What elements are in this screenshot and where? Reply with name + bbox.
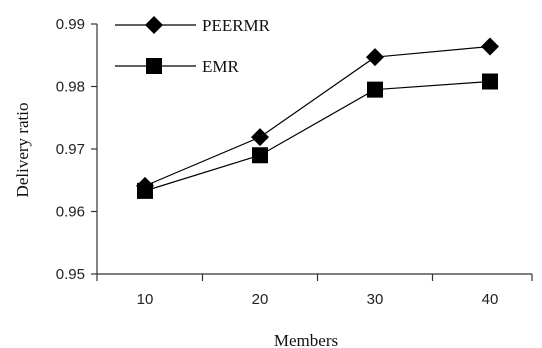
y-tick-label: 0.95 xyxy=(56,266,85,283)
data-point-emr xyxy=(482,73,498,90)
data-point-peermr xyxy=(481,37,499,56)
x-tick-label: 10 xyxy=(137,291,154,308)
legend-label-peermr: PEERMR xyxy=(202,16,271,35)
x-tick-label: 40 xyxy=(482,291,499,308)
data-point-emr xyxy=(252,147,268,164)
chart-axes xyxy=(96,24,532,275)
series-line-emr xyxy=(144,80,491,192)
y-tick-label: 0.99 xyxy=(56,16,85,33)
series-markers xyxy=(136,37,499,199)
chart-legend: PEERMR EMR xyxy=(115,16,271,76)
y-tick-label: 0.98 xyxy=(56,79,85,96)
data-point-peermr xyxy=(366,48,384,67)
legend-marker-emr xyxy=(146,58,162,74)
data-point-emr xyxy=(137,182,153,199)
series-lines xyxy=(144,45,491,192)
series-line-peermr xyxy=(144,45,491,187)
data-point-emr xyxy=(367,81,383,98)
legend-label-emr: EMR xyxy=(202,57,240,76)
x-tick-label: 30 xyxy=(367,291,384,308)
axis-ticks: 0.95 0.96 0.97 0.98 0.99 10 20 30 40 xyxy=(56,16,533,308)
y-axis-title: Delivery ratio xyxy=(13,103,32,198)
y-tick-label: 0.97 xyxy=(56,141,85,158)
data-point-peermr xyxy=(251,128,269,147)
legend-marker-peermr xyxy=(145,16,163,34)
x-tick-label: 20 xyxy=(252,291,269,308)
y-tick-label: 0.96 xyxy=(56,204,85,221)
x-axis-title: Members xyxy=(274,331,338,348)
